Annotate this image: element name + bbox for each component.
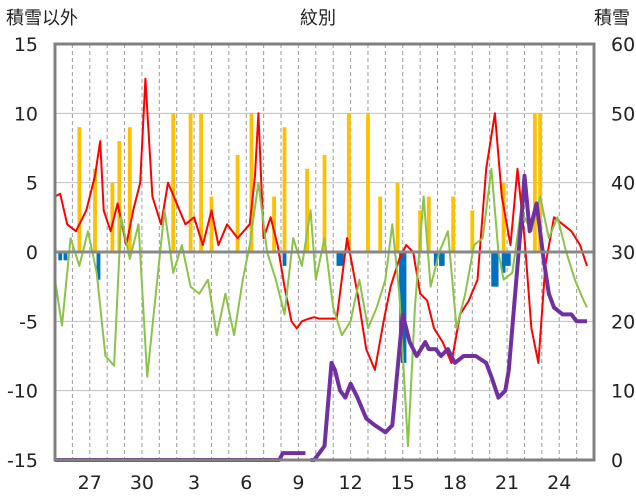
- snow_decrease-bar: [282, 252, 287, 266]
- bar-marks: [58, 113, 543, 363]
- y-right-tick-label: 50: [611, 103, 635, 125]
- snowfall-bar: [272, 196, 276, 252]
- snowfall-bar: [366, 113, 370, 252]
- snowfall-bar: [501, 182, 506, 252]
- snowfall-bar: [110, 182, 115, 252]
- x-tick-label: 9: [292, 472, 304, 494]
- x-tick-label: 18: [443, 472, 467, 494]
- snow_decrease-bar: [96, 252, 101, 280]
- snowfall-bar: [538, 113, 543, 252]
- snowfall-bar: [117, 141, 122, 252]
- y-right-tick-label: 20: [611, 311, 635, 333]
- snowfall-bar: [188, 113, 193, 252]
- snowfall-bar: [77, 127, 82, 252]
- snow_decrease-bar: [63, 252, 68, 261]
- snowfall-bar: [93, 168, 97, 252]
- temp_max-line: [54, 77, 588, 371]
- x-tick-label: 21: [495, 472, 519, 494]
- snowfall-bar: [209, 196, 214, 252]
- snow_decrease-bar: [506, 252, 511, 266]
- y-left-tick-label: 5: [26, 173, 38, 195]
- y-right-tick-label: 40: [611, 173, 635, 195]
- y-right-axis-label: 積雪: [594, 8, 630, 29]
- snow_decrease-bar: [402, 252, 407, 363]
- snowfall-bar: [346, 113, 351, 252]
- snowfall-bar: [171, 113, 176, 252]
- y-left-tick-label: 10: [14, 103, 38, 125]
- snowfall-bar: [426, 196, 431, 252]
- snow_decrease-bar: [339, 252, 344, 266]
- temp_min-line: [54, 167, 588, 448]
- snowfall-bar: [470, 210, 475, 252]
- x-tick-label: 6: [240, 472, 252, 494]
- snow_decrease-bar: [491, 252, 496, 287]
- snowfall-bar: [235, 154, 240, 252]
- snow_decrease-bar: [440, 252, 445, 266]
- y-right-tick-label: 0: [611, 450, 623, 472]
- snowfall-bar: [305, 168, 310, 252]
- y-left-tick-label: 15: [14, 34, 38, 56]
- x-tick-label: 3: [188, 472, 200, 494]
- y-left-axis-label: 積雪以外: [6, 8, 78, 29]
- snowfall-bar: [451, 196, 456, 252]
- x-tick-label: 27: [78, 472, 102, 494]
- chart-title: 紋別: [300, 8, 336, 29]
- snowfall-bar: [322, 154, 327, 252]
- snowfall-bar: [532, 113, 537, 252]
- y-left-tick-label: -5: [19, 311, 38, 333]
- snowfall-bar: [395, 182, 400, 252]
- snowfall-bar: [249, 113, 254, 252]
- snow_decrease-bar: [433, 252, 438, 266]
- y-right-tick-label: 30: [611, 242, 635, 264]
- grid-lines: [55, 43, 594, 461]
- y-right-tick-label: 10: [611, 381, 635, 403]
- y-right-tick-label: 60: [611, 34, 635, 56]
- snow_decrease-bar: [58, 252, 63, 261]
- x-tick-label: 15: [391, 472, 415, 494]
- plot-frame: [53, 42, 596, 462]
- y-left-tick-label: -15: [7, 450, 38, 472]
- y-left-tick-label: -10: [7, 381, 38, 403]
- snow_decrease-bar: [501, 252, 506, 273]
- snow_depth-line: [310, 173, 587, 462]
- x-tick-label: 24: [547, 472, 571, 494]
- snow_decrease-bar: [494, 252, 499, 287]
- snowfall-bar: [199, 113, 203, 252]
- snowfall-bar: [282, 127, 287, 252]
- y-left-tick-label: 0: [26, 242, 38, 264]
- x-tick-label: 30: [130, 472, 154, 494]
- snowfall-bar: [378, 196, 383, 252]
- snowfall-bar: [127, 127, 132, 252]
- snow_decrease-bar: [336, 252, 341, 266]
- x-tick-label: 12: [338, 472, 362, 494]
